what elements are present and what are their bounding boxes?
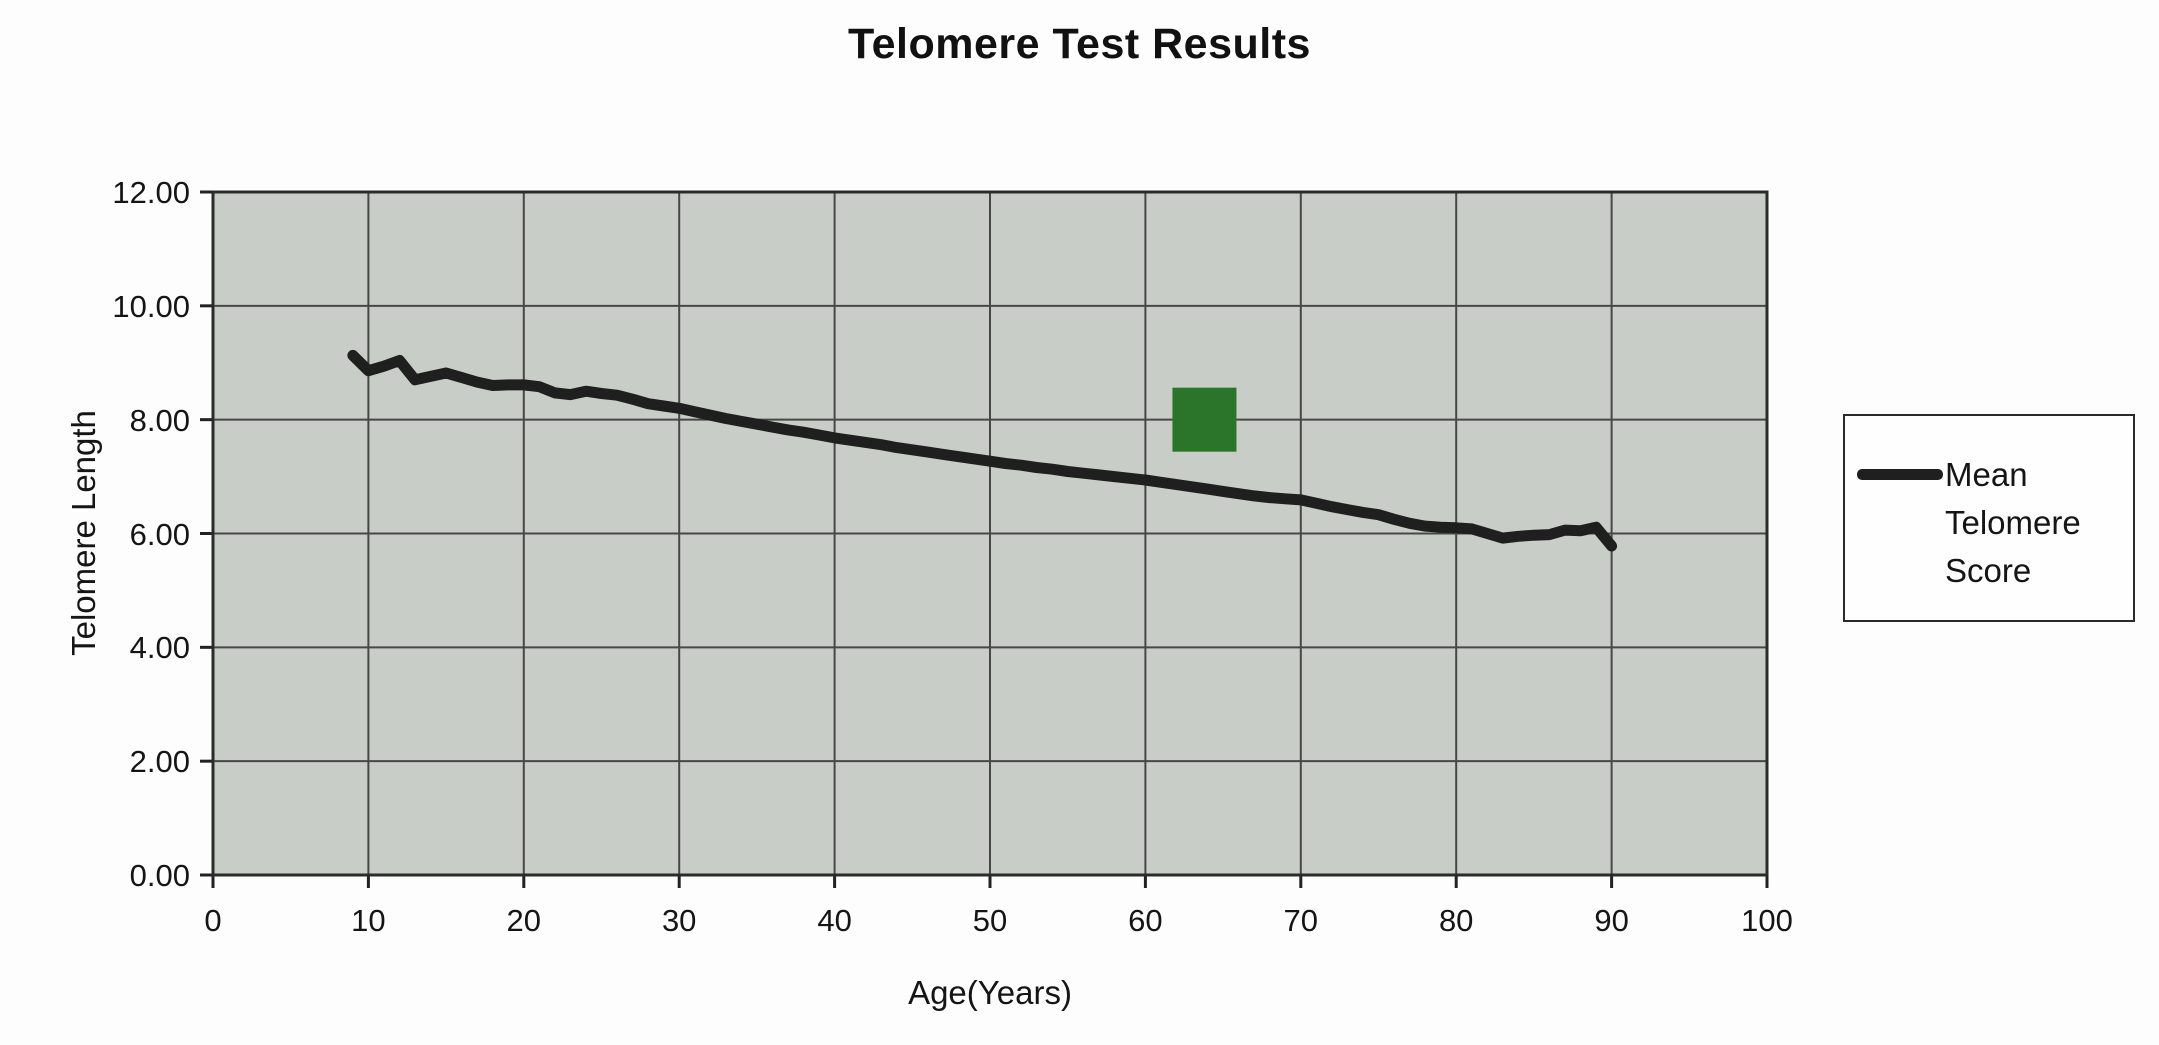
x-tick-label: 40 [817, 903, 852, 938]
green-square-marker [1172, 387, 1237, 452]
plot-border [211, 190, 1769, 877]
x-tick-label: 60 [1128, 903, 1163, 938]
y-tick-label: 4.00 [129, 630, 190, 666]
y-tick-label: 6.00 [129, 516, 190, 552]
x-tick-label: 90 [1594, 903, 1629, 938]
y-tick-label: 0.00 [129, 858, 190, 893]
x-tick-label: 50 [972, 903, 1008, 938]
y-tick-label: 2.00 [129, 744, 190, 780]
legend-label: Mean Telomere Score [1945, 456, 2081, 589]
y-tick-label: 12.00 [112, 175, 190, 210]
y-tick-label: 8.00 [129, 402, 190, 438]
y-tick-label: 10.00 [112, 288, 190, 324]
x-tick-label: 80 [1438, 903, 1474, 938]
legend-line-swatch [1857, 469, 1943, 480]
x-tick-label: 30 [661, 903, 697, 938]
x-tick-label: 100 [1741, 903, 1793, 938]
x-tick-label: 20 [506, 903, 542, 938]
legend-box: Mean Telomere Score [1843, 414, 2135, 622]
chart-title: Telomere Test Results [848, 20, 1311, 68]
x-axis-title: Age(Years) [908, 974, 1072, 1011]
x-tick-label: 10 [351, 903, 386, 938]
x-tick-label: 70 [1283, 903, 1319, 938]
mean-telomere-score-line [347, 349, 1618, 552]
chart-canvas [200, 190, 1769, 888]
plot-area [200, 190, 1769, 888]
x-tick-label: 0 [204, 903, 222, 938]
